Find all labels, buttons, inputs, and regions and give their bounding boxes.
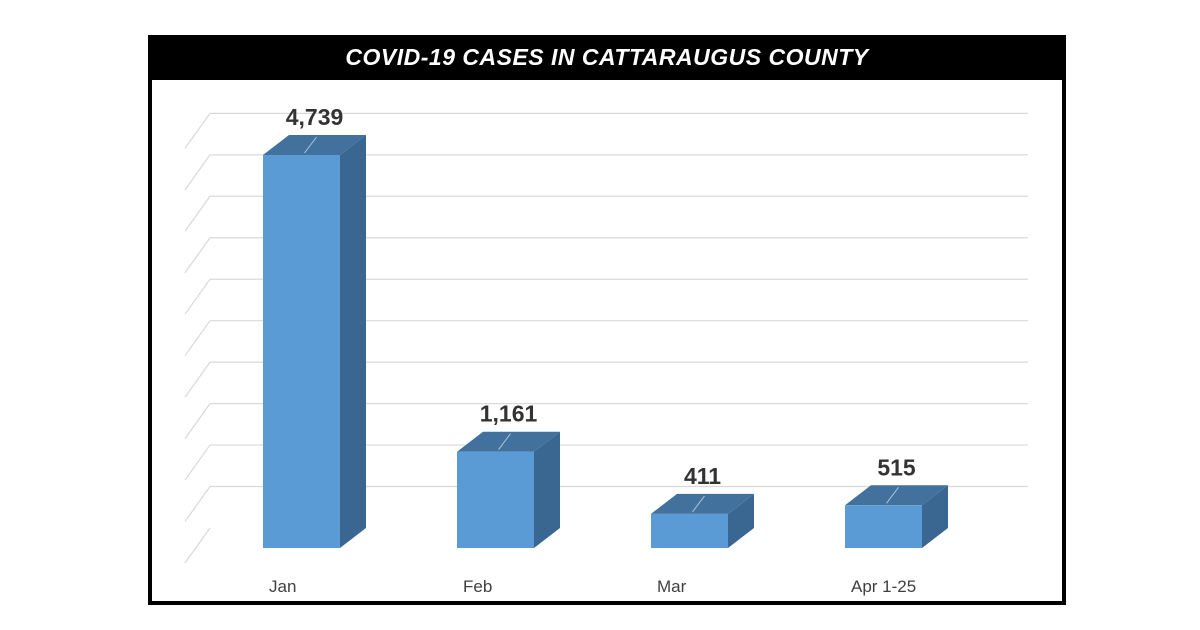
gridline-diagonal: [184, 195, 211, 232]
bar-mar: [651, 493, 754, 548]
gridline-diagonal: [184, 486, 211, 522]
gridline-diagonal: [184, 154, 211, 191]
value-label: 411: [684, 463, 721, 489]
gridline-diagonal: [184, 237, 211, 274]
category-labels: Jan Feb Mar Apr 1-25: [269, 577, 916, 596]
value-label: 515: [877, 454, 916, 480]
gridline-diagonal: [184, 320, 211, 357]
chart-title-bar: COVID-19 CASES IN CATTARAUGUS COUNTY: [148, 35, 1066, 80]
category-label: Apr 1-25: [851, 577, 916, 596]
gridline-diagonal: [184, 403, 211, 439]
gridline-diagonal: [184, 361, 211, 398]
bars: [263, 135, 948, 548]
value-labels: 4,739 1,161 411 515: [286, 104, 916, 489]
value-label: 4,739: [286, 104, 344, 130]
bar-apr-1-25: [845, 485, 948, 548]
chart-title: COVID-19 CASES IN CATTARAUGUS COUNTY: [345, 44, 869, 70]
category-label: Feb: [463, 577, 492, 596]
gridline-diagonal: [184, 113, 211, 149]
category-label: Jan: [269, 577, 296, 596]
gridline-diagonal: [184, 444, 211, 481]
gridline-diagonal: [184, 527, 211, 564]
bar-feb: [457, 431, 560, 548]
value-label: 1,161: [480, 401, 538, 427]
bar-jan: [263, 135, 366, 548]
gridline-diagonal: [184, 278, 211, 315]
category-label: Mar: [657, 577, 687, 596]
